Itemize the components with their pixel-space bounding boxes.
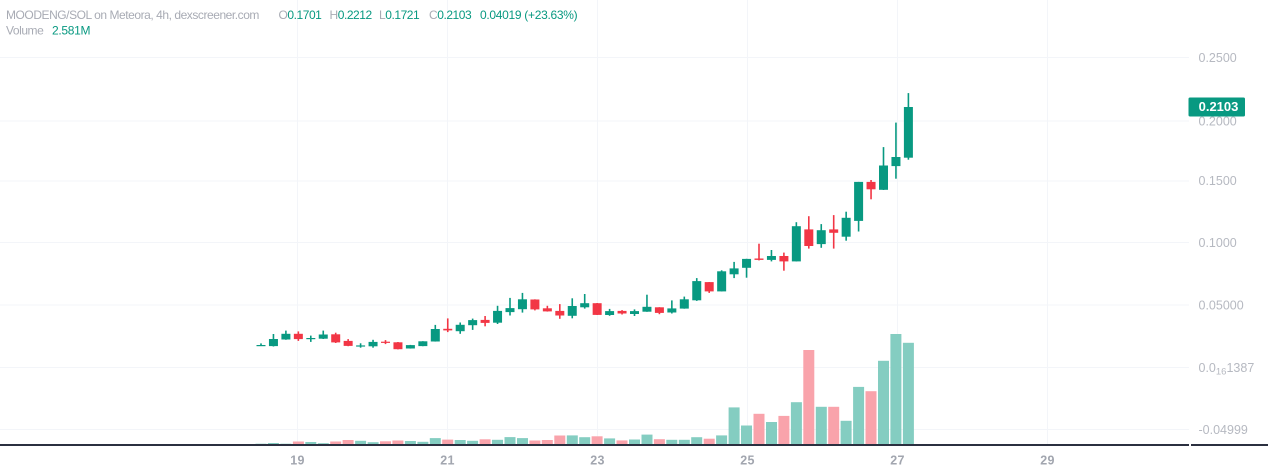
svg-text:0.0161387: 0.0161387	[1199, 361, 1255, 378]
svg-text:0.2000: 0.2000	[1199, 115, 1237, 129]
svg-text:0.1500: 0.1500	[1199, 174, 1237, 188]
svg-text:0.1000: 0.1000	[1199, 236, 1237, 250]
svg-text:0.2103: 0.2103	[1199, 99, 1239, 114]
svg-text:2.581M: 2.581M	[52, 24, 91, 38]
svg-text:0.05000: 0.05000	[1199, 299, 1244, 313]
svg-text:O0.1701: O0.1701	[279, 8, 323, 22]
svg-text:0.04019 (+23.63%): 0.04019 (+23.63%)	[480, 8, 578, 22]
svg-text:MOODENG/SOL on Meteora, 4h, de: MOODENG/SOL on Meteora, 4h, dexscreener.…	[6, 8, 259, 22]
svg-text:H0.2212: H0.2212	[330, 8, 373, 22]
svg-text:25: 25	[740, 454, 755, 468]
svg-text:23: 23	[590, 454, 605, 468]
svg-text:27: 27	[890, 454, 905, 468]
svg-text:C0.2103: C0.2103	[429, 8, 472, 22]
svg-text:19: 19	[290, 454, 305, 468]
svg-text:-0.04999: -0.04999	[1199, 423, 1248, 437]
svg-text:0.2500: 0.2500	[1199, 51, 1237, 65]
svg-text:29: 29	[1040, 454, 1055, 468]
svg-text:Volume: Volume	[6, 24, 44, 38]
svg-text:21: 21	[440, 454, 455, 468]
svg-text:L0.1721: L0.1721	[379, 8, 420, 22]
